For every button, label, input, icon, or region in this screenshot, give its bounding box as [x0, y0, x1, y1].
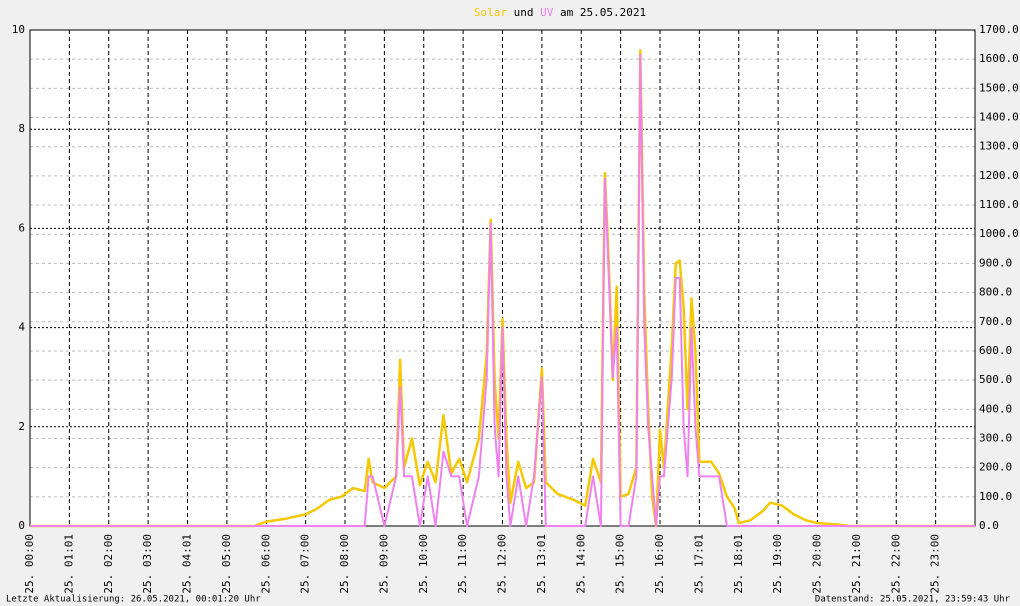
y2-tick-label: 500.0	[979, 373, 1012, 386]
title-connector: und	[514, 6, 534, 19]
x-tick-label: 25. 04:01	[181, 534, 194, 594]
y2-tick-label: 1100.0	[979, 198, 1019, 211]
y-tick-label: 6	[18, 221, 25, 234]
x-tick-label: 25. 07:00	[299, 534, 312, 594]
y2-tick-label: 400.0	[979, 402, 1012, 415]
y2-tick-label: 800.0	[979, 286, 1012, 299]
y-tick-label: 0	[18, 519, 25, 532]
x-tick-label: 25. 01:01	[62, 534, 75, 594]
x-tick-label: 25. 17:01	[692, 534, 705, 594]
x-tick-label: 25. 14:00	[574, 534, 587, 594]
x-tick-label: 25. 06:00	[259, 534, 272, 594]
x-tick-label: 25. 15:00	[614, 534, 627, 594]
x-tick-label: 25. 19:00	[771, 534, 784, 594]
y2-tick-label: 700.0	[979, 315, 1012, 328]
title-uv: UV	[540, 6, 554, 19]
series-line	[30, 53, 975, 527]
y2-tick-label: 1600.0	[979, 52, 1019, 65]
y2-tick-label: 0.0	[979, 519, 999, 532]
footer-left: Letzte Aktualisierung: 26.05.2021, 00:01…	[6, 595, 261, 605]
x-tick-label: 25. 11:00	[456, 534, 469, 594]
y2-tick-label: 100.0	[979, 490, 1012, 503]
x-tick-label: 25. 16:00	[653, 534, 666, 594]
x-tick-label: 25. 05:00	[220, 534, 233, 594]
x-tick-label: 25. 20:00	[811, 534, 824, 594]
y2-tick-label: 1200.0	[979, 169, 1019, 182]
x-tick-label: 25. 00:00	[23, 534, 36, 594]
y-tick-label: 4	[18, 321, 25, 334]
x-tick-label: 25. 23:00	[929, 534, 942, 594]
y-tick-label: 2	[18, 420, 25, 433]
y-tick-label: 8	[18, 122, 25, 135]
x-tick-label: 25. 03:00	[141, 534, 154, 594]
x-tick-label: 25. 08:00	[338, 534, 351, 594]
x-tick-label: 25. 10:00	[417, 534, 430, 594]
y2-tick-label: 1500.0	[979, 81, 1019, 94]
x-tick-label: 25. 12:00	[496, 534, 509, 594]
x-tick-label: 25. 21:00	[850, 534, 863, 594]
y2-tick-label: 900.0	[979, 256, 1012, 269]
x-tick-label: 25. 13:01	[535, 534, 548, 594]
x-tick-label: 25. 02:00	[102, 534, 115, 594]
y2-tick-label: 1700.0	[979, 23, 1019, 36]
x-tick-label: 25. 22:00	[889, 534, 902, 594]
x-tick-label: 25. 09:00	[377, 534, 390, 594]
y2-tick-label: 600.0	[979, 344, 1012, 357]
footer-right: Datenstand: 25.05.2021, 23:59:43 Uhr	[815, 595, 1011, 605]
chart-title: Solar und UV am 25.05.2021	[474, 6, 646, 19]
y2-tick-label: 1000.0	[979, 227, 1019, 240]
plot-border	[29, 29, 976, 527]
title-date: am 25.05.2021	[560, 6, 646, 19]
y-tick-label: 10	[12, 23, 25, 36]
title-solar: Solar	[474, 6, 507, 19]
y2-tick-label: 300.0	[979, 431, 1012, 444]
y2-tick-label: 200.0	[979, 461, 1012, 474]
y2-tick-label: 1300.0	[979, 140, 1019, 153]
x-tick-label: 25. 18:01	[732, 534, 745, 594]
y2-tick-label: 1400.0	[979, 111, 1019, 124]
